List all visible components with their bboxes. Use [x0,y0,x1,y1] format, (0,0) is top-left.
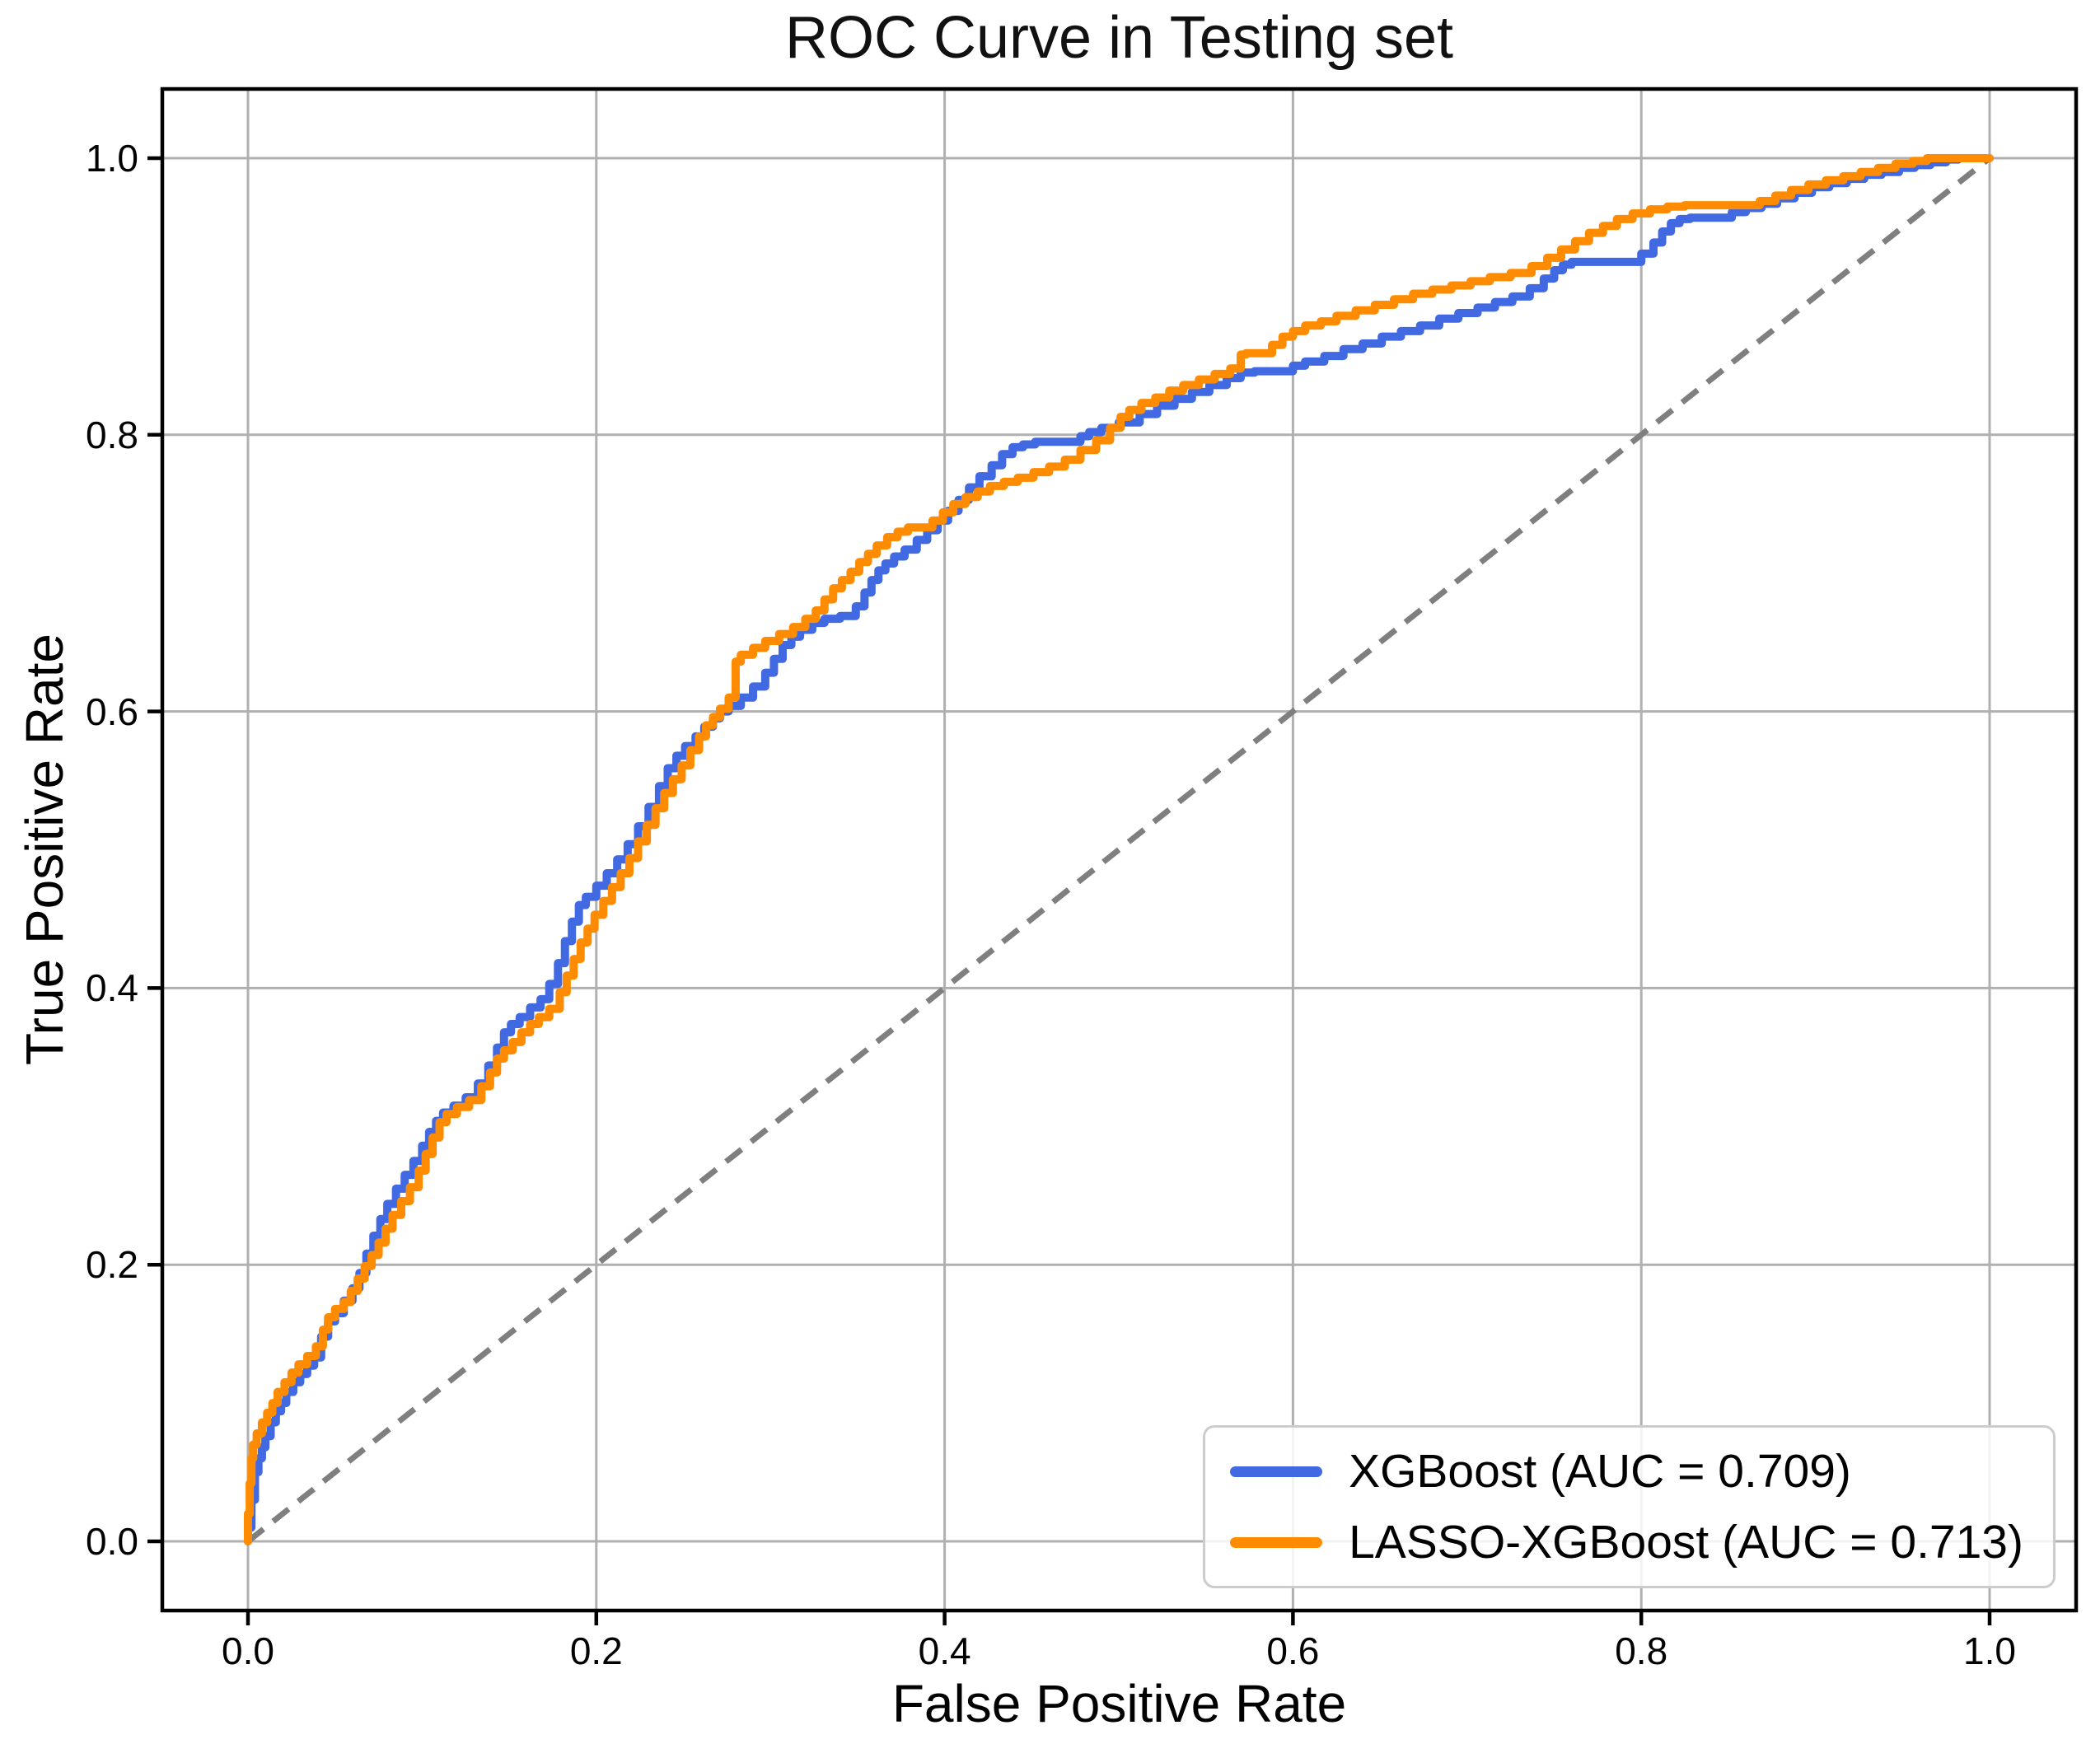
x-tick-label-5: 1.0 [1963,1629,2016,1672]
chart-title: ROC Curve in Testing set [785,5,1453,71]
x-tick-label-1: 0.2 [569,1629,623,1672]
x-tick-label-0: 0.0 [222,1629,274,1672]
xgboost-line-swatch [1230,1466,1323,1477]
y-tick-label-2: 0.4 [86,966,138,1010]
legend-label-lasso-xgboost: LASSO-XGBoost (AUC = 0.713) [1349,1516,2023,1569]
lasso-xgboost-line-swatch [1230,1536,1323,1548]
y-tick-label-0: 0.0 [86,1520,138,1563]
legend-entry-xgboost: XGBoost (AUC = 0.709) [1230,1446,2023,1497]
x-tick-label-3: 0.6 [1266,1629,1320,1672]
y-tick-label-4: 0.8 [86,413,138,456]
y-tick-label-3: 0.6 [86,690,138,733]
x-tick-label-2: 0.4 [918,1629,971,1672]
x-axis-label: False Positive Rate [891,1674,1347,1733]
legend: XGBoost (AUC = 0.709) LASSO-XGBoost (AUC… [1203,1425,2056,1588]
y-tick-label-1: 0.2 [86,1243,138,1287]
y-tick-label-5: 1.0 [86,137,138,180]
legend-label-xgboost: XGBoost (AUC = 0.709) [1349,1445,1851,1498]
legend-entry-lasso-xgboost: LASSO-XGBoost (AUC = 0.713) [1230,1517,2023,1568]
x-tick-label-4: 0.8 [1615,1629,1668,1672]
